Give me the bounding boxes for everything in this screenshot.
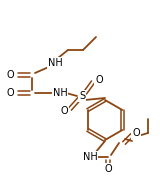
Text: O: O (95, 75, 103, 85)
Text: O: O (6, 88, 14, 98)
Text: O: O (104, 164, 112, 174)
Text: NH: NH (48, 58, 62, 68)
Text: O: O (60, 106, 68, 116)
Text: S: S (79, 91, 85, 101)
Text: NH: NH (83, 152, 97, 162)
Text: O: O (132, 129, 140, 139)
Text: O: O (132, 128, 140, 138)
Text: NH: NH (53, 88, 67, 98)
Text: O: O (6, 70, 14, 80)
